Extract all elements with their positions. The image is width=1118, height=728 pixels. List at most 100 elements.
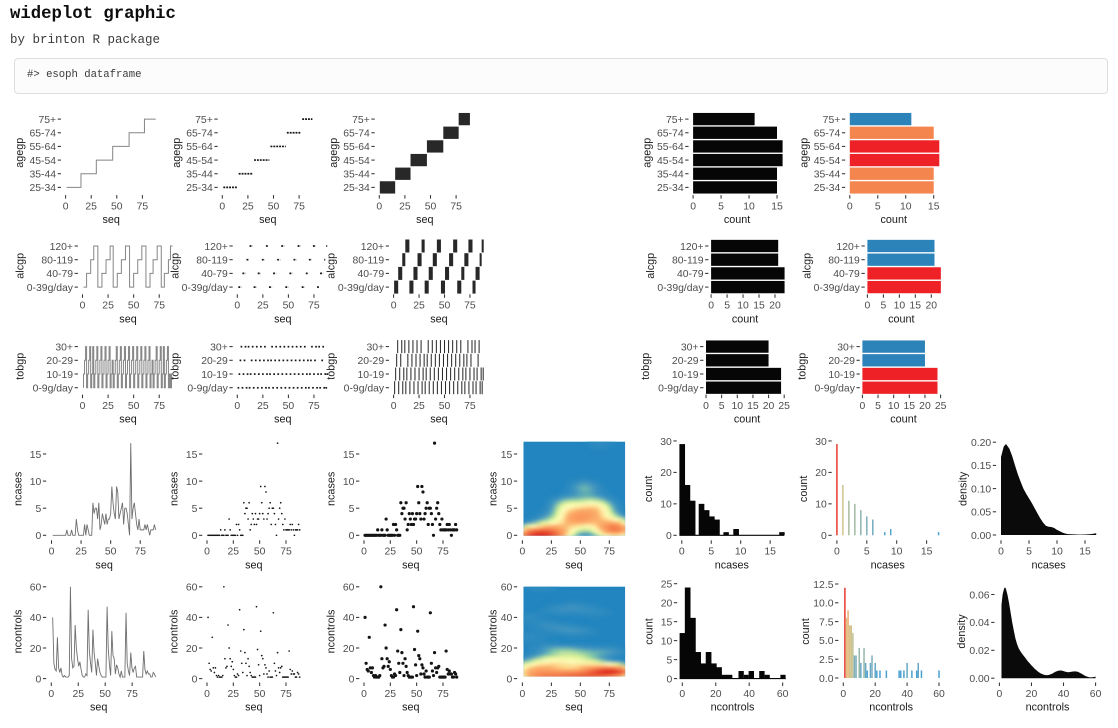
- svg-text:tobgp: tobgp: [326, 353, 338, 380]
- svg-text:0: 0: [234, 301, 240, 312]
- svg-text:15: 15: [771, 202, 783, 213]
- svg-text:0.02: 0.02: [969, 646, 989, 657]
- svg-text:0: 0: [349, 674, 355, 685]
- svg-text:25: 25: [385, 689, 397, 700]
- svg-text:20: 20: [710, 689, 722, 700]
- svg-text:seq: seq: [402, 559, 419, 571]
- svg-text:25: 25: [399, 202, 411, 213]
- svg-text:75: 75: [280, 689, 292, 700]
- svg-text:20: 20: [660, 468, 672, 479]
- svg-text:0: 0: [391, 401, 397, 412]
- svg-text:75: 75: [308, 401, 320, 412]
- svg-text:seq: seq: [102, 214, 119, 226]
- svg-text:50: 50: [268, 202, 280, 213]
- svg-text:10: 10: [735, 547, 747, 558]
- svg-text:0: 0: [679, 689, 685, 700]
- svg-text:0: 0: [679, 547, 685, 558]
- svg-text:alcgp: alcgp: [326, 253, 338, 279]
- svg-text:ncases: ncases: [168, 471, 180, 506]
- svg-text:0: 0: [219, 202, 225, 213]
- svg-text:seq: seq: [245, 559, 262, 571]
- svg-text:density: density: [958, 471, 970, 506]
- svg-text:0: 0: [49, 547, 55, 558]
- svg-text:40-79: 40-79: [46, 269, 73, 280]
- svg-text:55-64: 55-64: [30, 142, 57, 153]
- svg-text:25: 25: [413, 301, 425, 312]
- svg-text:alcgp: alcgp: [645, 253, 657, 279]
- svg-text:25: 25: [72, 689, 84, 700]
- svg-text:30+: 30+: [681, 342, 699, 353]
- svg-text:0: 0: [48, 689, 54, 700]
- svg-text:30: 30: [660, 437, 672, 448]
- svg-text:agegp: agegp: [328, 138, 340, 168]
- svg-text:30: 30: [815, 437, 827, 448]
- svg-text:40-79: 40-79: [358, 269, 385, 280]
- svg-text:35-44: 35-44: [186, 170, 213, 181]
- svg-text:75: 75: [437, 547, 449, 558]
- svg-text:5: 5: [718, 202, 724, 213]
- svg-text:40: 40: [30, 613, 42, 624]
- svg-text:50: 50: [105, 547, 117, 558]
- svg-text:50: 50: [128, 301, 140, 312]
- svg-text:count: count: [643, 618, 655, 644]
- svg-text:0: 0: [361, 689, 367, 700]
- svg-text:20: 20: [1026, 689, 1038, 700]
- svg-text:count: count: [732, 313, 758, 325]
- svg-text:40: 40: [501, 613, 513, 624]
- svg-text:0-9g/day: 0-9g/day: [344, 384, 385, 395]
- svg-text:40: 40: [1058, 689, 1070, 700]
- svg-text:seq: seq: [245, 702, 262, 714]
- svg-text:60: 60: [777, 689, 789, 700]
- svg-text:5: 5: [708, 547, 714, 558]
- svg-text:0-9g/day: 0-9g/day: [33, 384, 74, 395]
- svg-text:seq: seq: [565, 702, 582, 714]
- svg-text:60: 60: [501, 583, 513, 594]
- svg-text:0: 0: [349, 531, 355, 542]
- svg-text:65-74: 65-74: [343, 129, 370, 140]
- svg-text:20: 20: [343, 644, 355, 655]
- svg-text:35-44: 35-44: [814, 170, 841, 181]
- svg-text:80-119: 80-119: [41, 256, 73, 267]
- svg-text:20: 20: [186, 644, 198, 655]
- svg-text:50: 50: [425, 202, 437, 213]
- svg-text:0-9g/day: 0-9g/day: [187, 384, 228, 395]
- svg-text:10-19: 10-19: [46, 370, 73, 381]
- svg-text:count: count: [724, 214, 750, 226]
- svg-text:5: 5: [349, 504, 355, 515]
- svg-text:15: 15: [1079, 547, 1091, 558]
- svg-text:0.15: 0.15: [971, 461, 991, 472]
- svg-text:seq: seq: [416, 214, 433, 226]
- svg-text:60: 60: [933, 689, 945, 700]
- svg-text:55-64: 55-64: [814, 142, 841, 153]
- svg-text:20: 20: [30, 644, 42, 655]
- svg-text:0-39g/day: 0-39g/day: [182, 283, 229, 294]
- svg-text:0.06: 0.06: [969, 590, 989, 601]
- svg-text:50: 50: [111, 202, 123, 213]
- svg-text:seq: seq: [95, 559, 112, 571]
- svg-text:20: 20: [926, 301, 938, 312]
- svg-text:5: 5: [507, 504, 513, 515]
- svg-text:0: 0: [204, 689, 210, 700]
- svg-text:20: 20: [869, 689, 881, 700]
- svg-text:40: 40: [186, 613, 198, 624]
- svg-text:25-34: 25-34: [343, 183, 370, 194]
- svg-text:50: 50: [411, 547, 423, 558]
- svg-text:15: 15: [764, 547, 776, 558]
- svg-text:10: 10: [894, 301, 906, 312]
- svg-text:25: 25: [935, 401, 947, 412]
- svg-text:75: 75: [604, 547, 616, 558]
- svg-text:15: 15: [747, 401, 759, 412]
- svg-text:20: 20: [815, 468, 827, 479]
- svg-text:50: 50: [439, 301, 451, 312]
- svg-text:25: 25: [257, 301, 269, 312]
- svg-text:5: 5: [192, 504, 198, 515]
- svg-text:45-54: 45-54: [186, 156, 213, 167]
- svg-text:tobgp: tobgp: [15, 353, 27, 380]
- svg-text:10-19: 10-19: [358, 370, 385, 381]
- svg-text:55-64: 55-64: [657, 142, 684, 153]
- svg-text:seq: seq: [119, 313, 136, 325]
- svg-text:count: count: [890, 414, 916, 426]
- svg-text:0: 0: [997, 689, 1003, 700]
- svg-text:0: 0: [192, 674, 198, 685]
- svg-text:75: 75: [126, 689, 138, 700]
